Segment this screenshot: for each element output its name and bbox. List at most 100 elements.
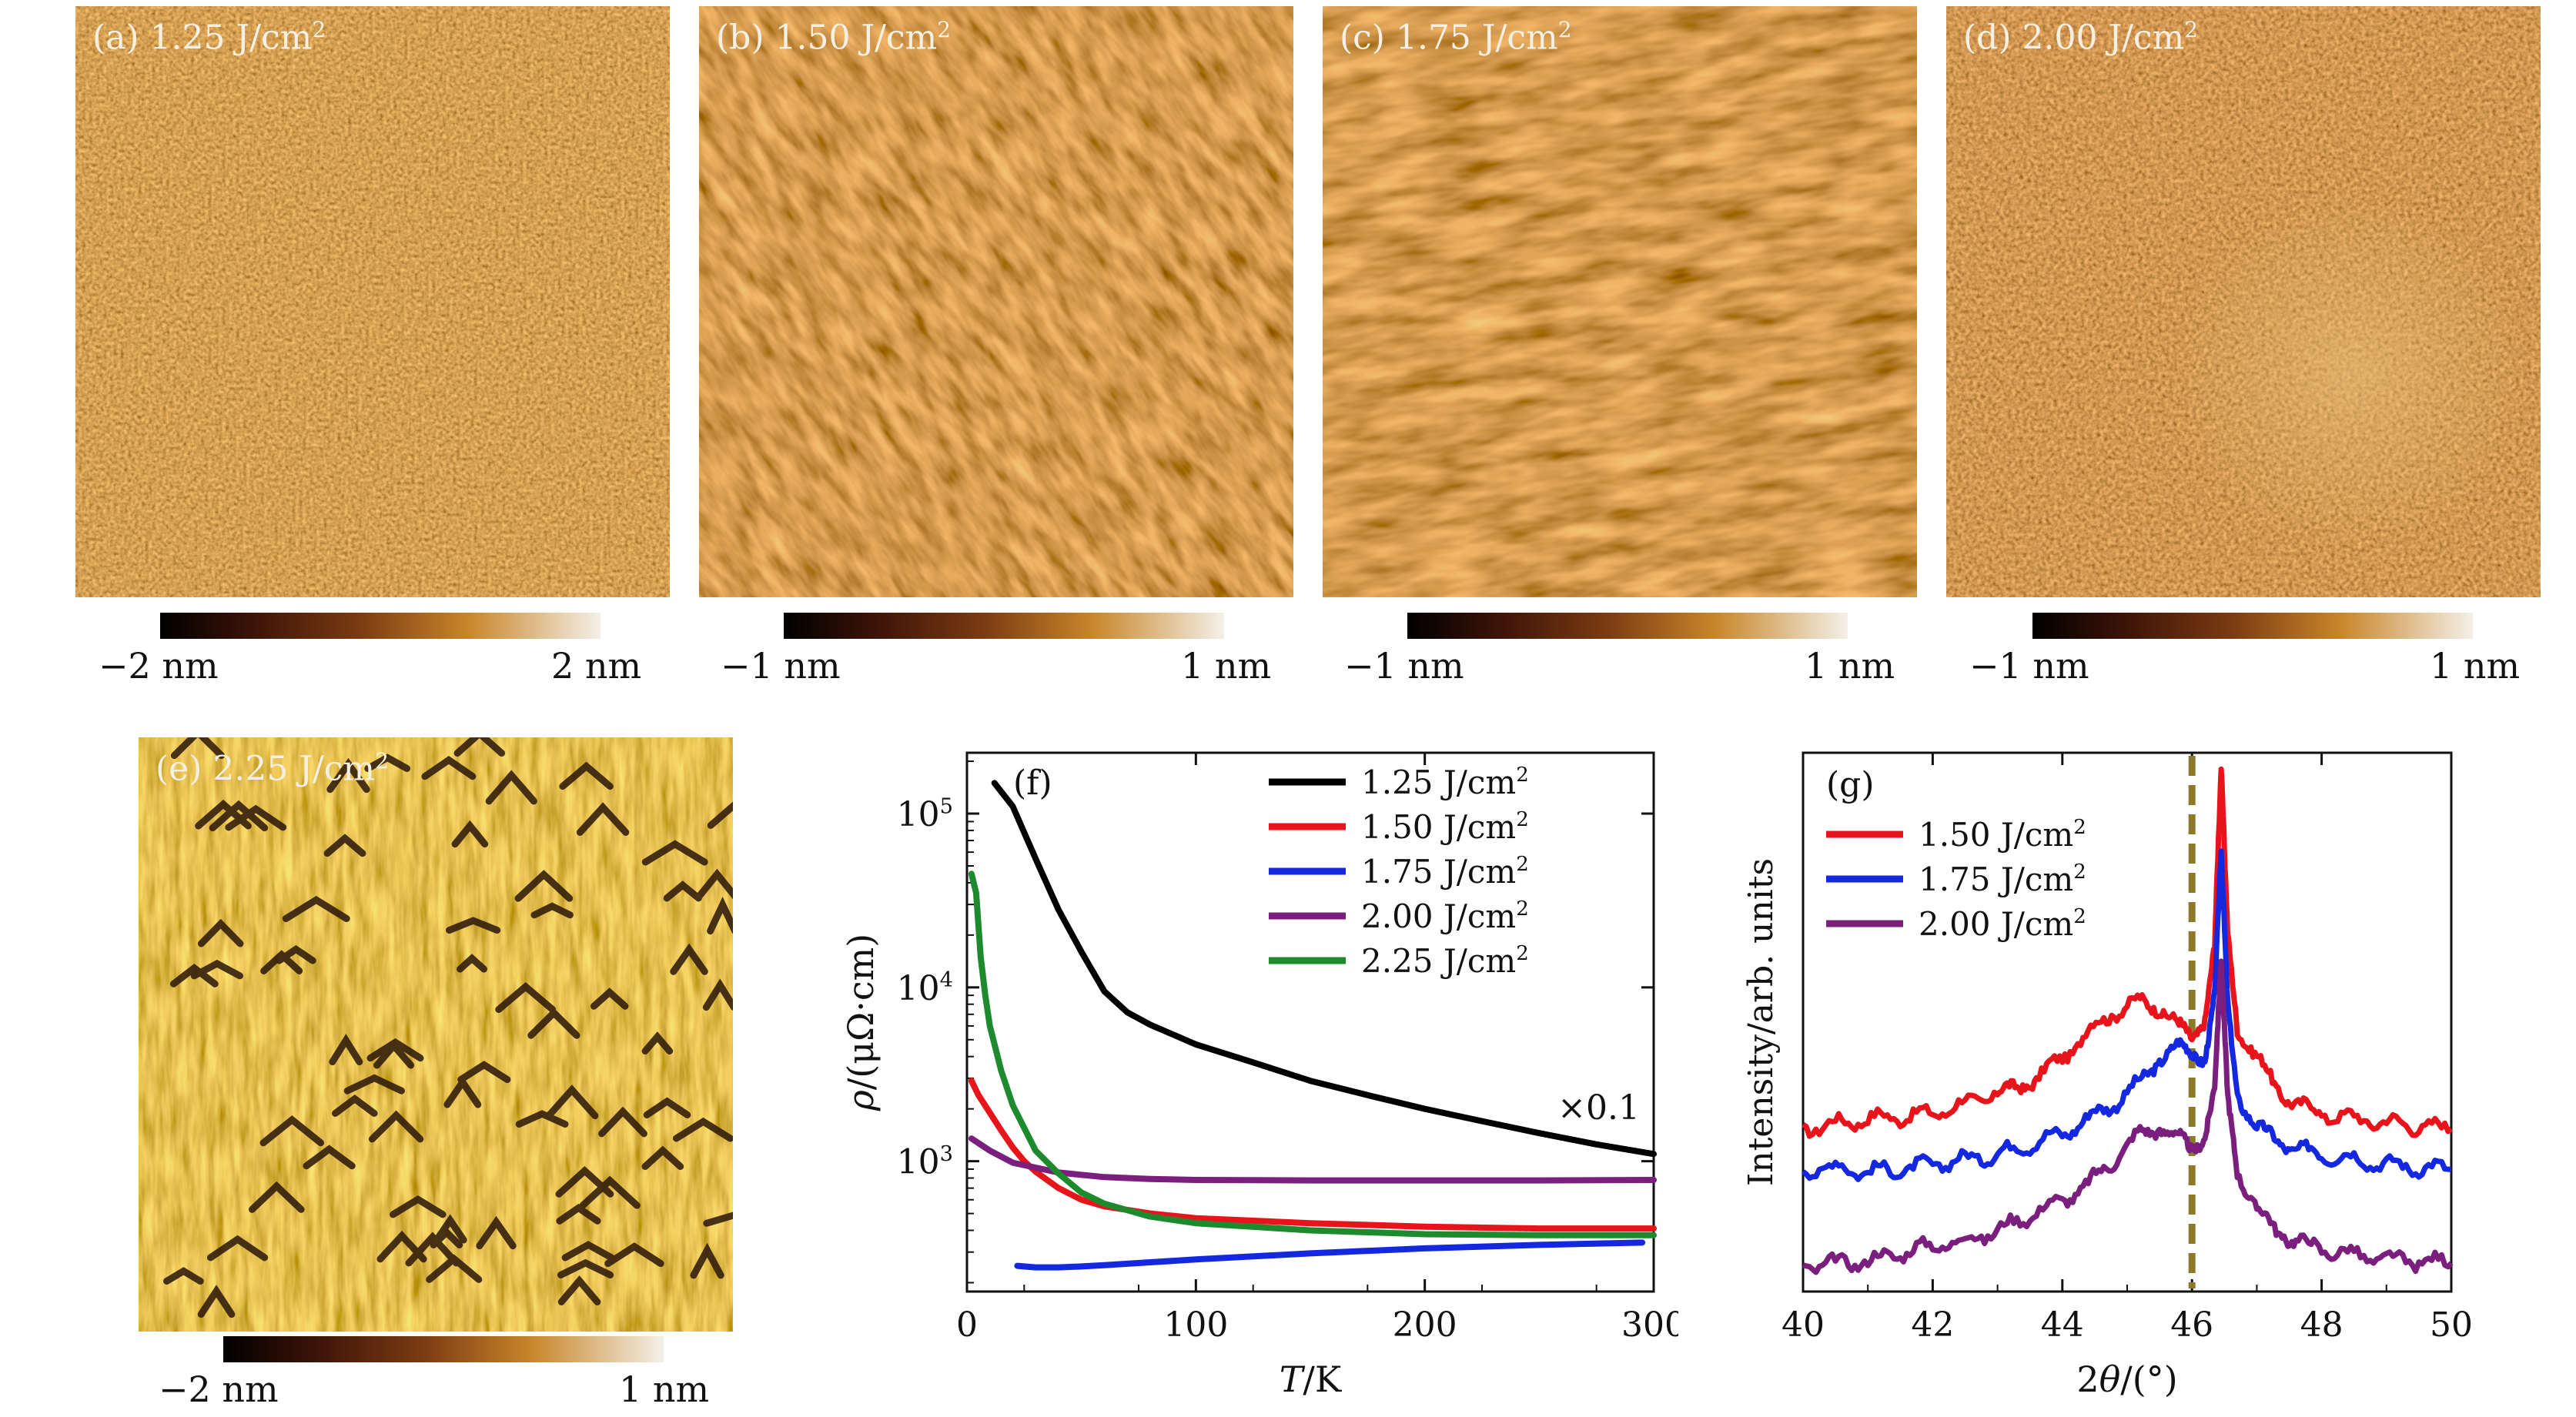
y-tick-label-f: 103 — [897, 1142, 953, 1182]
series-line-f-1 — [968, 1078, 1657, 1232]
surface-mark — [643, 1097, 691, 1118]
series-line-g-0 — [1802, 766, 2454, 1139]
surface-mark — [443, 1075, 482, 1108]
surface-mark — [197, 918, 244, 947]
surface-mark — [495, 981, 557, 1014]
surface-mark — [405, 1232, 460, 1267]
x-tick-label-f: 300 — [1621, 1305, 1678, 1345]
surface-mark — [206, 1235, 269, 1262]
series-line-g-1 — [1801, 848, 2452, 1182]
colorbar-a-max: 2 nm — [551, 645, 642, 687]
surface-mark — [426, 1254, 483, 1283]
panel-label-g: (g) — [1826, 765, 1875, 804]
surface-mark — [303, 1145, 356, 1170]
surface-mark — [530, 902, 574, 919]
surface-mark — [331, 1094, 378, 1117]
x-tick-label-g: 50 — [2430, 1305, 2473, 1345]
surface-mark — [366, 1038, 424, 1062]
legend-label-f-2: 1.75 J/cm2 — [1361, 853, 1529, 891]
surface-mark — [707, 896, 733, 935]
x-tick-label-g: 48 — [2300, 1305, 2343, 1345]
colorbar-c — [1407, 613, 1848, 639]
surface-mark — [559, 761, 614, 790]
surface-mark — [457, 954, 488, 973]
afm-image-b — [699, 6, 1293, 597]
y-tick-label-f: 104 — [897, 968, 953, 1008]
surface-mark — [329, 1034, 363, 1066]
series-line-f-3 — [968, 1135, 1657, 1184]
colorbar-a — [160, 613, 601, 639]
surface-mark — [576, 802, 630, 836]
surface-mark — [169, 964, 219, 988]
x-tick-label-f: 100 — [1163, 1305, 1228, 1345]
series-line-f-4 — [968, 871, 1657, 1238]
plot-frame-f — [965, 751, 1655, 1293]
colorbar-e-max: 1 nm — [619, 1369, 710, 1410]
legend-label-g-0: 1.50 J/cm2 — [1919, 816, 2086, 854]
surface-mark — [641, 1031, 674, 1055]
surface-mark — [663, 881, 702, 902]
surface-mark — [527, 1008, 580, 1039]
colorbar-d-min: −1 nm — [1969, 645, 2089, 687]
surface-mark — [326, 757, 370, 794]
surface-mark — [545, 1084, 599, 1120]
y-axis-label-f: ρ/(μΩ·cm) — [840, 934, 882, 1111]
surface-mark — [604, 1242, 664, 1268]
surface-mark — [557, 1275, 601, 1306]
x-tick-label-g: 42 — [1911, 1305, 1954, 1345]
afm-image-c — [1323, 6, 1917, 597]
surface-mark — [170, 737, 226, 760]
legend-label-f-3: 2.00 J/cm2 — [1361, 897, 1529, 935]
surface-mark — [485, 770, 537, 805]
afm-image-a — [75, 6, 670, 597]
afm-label-c: (c) 1.75 J/cm2 — [1340, 17, 1572, 58]
surface-mark — [690, 1242, 724, 1279]
colorbar-e-min: −2 nm — [159, 1369, 279, 1410]
scale-annotation-f: ×0.1 — [1557, 1088, 1640, 1128]
surface-mark — [446, 917, 501, 934]
surface-mark — [276, 944, 316, 964]
surface-mark — [702, 978, 733, 1011]
surface-mark — [670, 943, 708, 975]
colorbar-b — [784, 613, 1224, 639]
colorbar-a-min: −2 nm — [99, 645, 219, 687]
colorbar-e — [223, 1336, 664, 1362]
series-line-g-2 — [1802, 958, 2454, 1275]
colorbar-d — [2032, 613, 2473, 639]
x-tick-label-g: 40 — [1781, 1305, 1825, 1345]
surface-mark — [672, 1117, 733, 1142]
surface-mark — [364, 754, 411, 772]
surface-mark — [421, 756, 477, 780]
surface-mark — [641, 840, 708, 866]
surface-mark — [453, 737, 506, 757]
colorbar-d-max: 1 nm — [2430, 645, 2521, 687]
colorbar-b-max: 1 nm — [1181, 645, 1272, 687]
x-axis-label-g: 2θ/(°) — [2076, 1359, 2177, 1400]
legend-label-f-1: 1.50 J/cm2 — [1361, 808, 1529, 846]
series-line-f-0 — [991, 780, 1657, 1158]
surface-mark — [556, 1203, 601, 1225]
legend-label-f-4: 2.25 J/cm2 — [1361, 942, 1529, 980]
x-axis-label-f: T/K — [1280, 1359, 1343, 1400]
x-tick-label-g: 44 — [2041, 1305, 2084, 1345]
legend-label-g-1: 1.75 J/cm2 — [1919, 861, 2086, 898]
surface-mark — [430, 1227, 463, 1249]
surface-mark — [390, 1195, 447, 1218]
y-axis-label-g: Intensity/arb. units — [1741, 858, 1781, 1186]
surface-mark — [368, 1110, 424, 1143]
y-tick-label-f: 105 — [897, 794, 953, 834]
x-tick-label-g: 46 — [2170, 1305, 2213, 1345]
surface-mark — [515, 1110, 569, 1128]
legend-label-g-2: 2.00 J/cm2 — [1919, 905, 2086, 943]
surface-mark — [282, 895, 350, 923]
colorbar-b-min: −1 nm — [721, 645, 841, 687]
panel-label-f: (f) — [1013, 764, 1052, 803]
surface-mark — [195, 799, 252, 830]
surface-mark — [248, 1181, 305, 1213]
surface-mark — [590, 988, 629, 1010]
surface-mark — [514, 870, 574, 902]
afm-label-b: (b) 1.50 J/cm2 — [716, 17, 952, 58]
surface-mark — [641, 1145, 684, 1171]
colorbar-c-max: 1 nm — [1805, 645, 1895, 687]
surface-mark — [197, 1285, 236, 1318]
